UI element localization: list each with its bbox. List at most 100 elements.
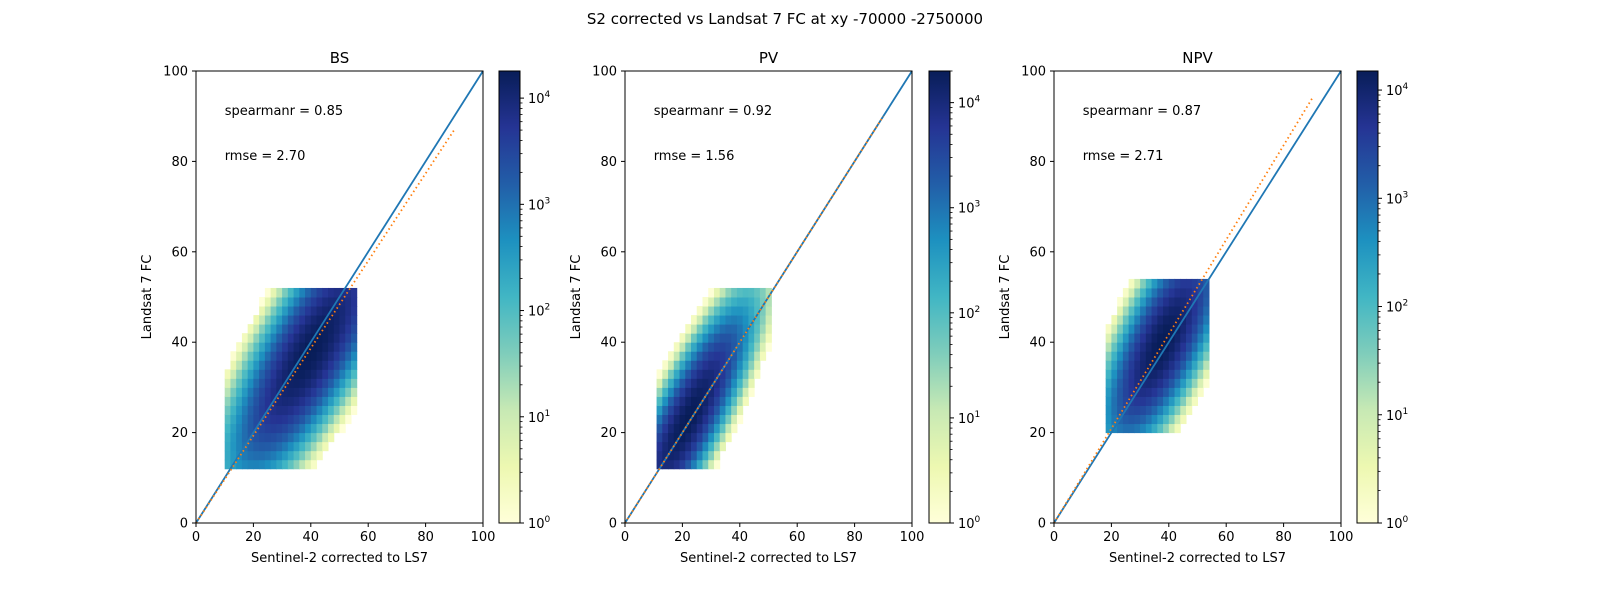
- heatmap-cell: [264, 423, 272, 434]
- heatmap-cell: [1117, 315, 1124, 325]
- heatmap-cell: [350, 342, 358, 352]
- heatmap-cell: [1151, 414, 1158, 425]
- heatmap-cell: [1157, 342, 1164, 352]
- heatmap-cell: [333, 287, 340, 298]
- heatmap-cell: [1157, 405, 1164, 416]
- heatmap-cell: [1180, 405, 1187, 416]
- heatmap-cell: [236, 396, 243, 406]
- heatmap-cell: [316, 405, 323, 416]
- heatmap-cell: [736, 405, 744, 416]
- heatmap-cell: [668, 387, 675, 397]
- heatmap-cell: [1122, 387, 1130, 397]
- heatmap-cell: [1180, 324, 1187, 334]
- heatmap-cell: [270, 315, 277, 325]
- heatmap-cell: [1163, 405, 1170, 416]
- heatmap-cell: [287, 297, 295, 307]
- heatmap-cell: [1151, 423, 1158, 434]
- heatmap-cell: [656, 396, 663, 406]
- heatmap-cell: [270, 378, 277, 388]
- heatmap-cell: [247, 405, 254, 416]
- heatmap-cell: [333, 333, 340, 343]
- heatmap-cell: [656, 387, 663, 397]
- heatmap-cell: [236, 360, 243, 370]
- heatmap-cell: [1186, 278, 1193, 289]
- heatmap-cell: [230, 378, 237, 388]
- x-tick-label: 40: [303, 530, 320, 545]
- x-axis-label: Sentinel-2 corrected to LS7: [680, 551, 857, 566]
- heatmap-cell: [1151, 306, 1158, 316]
- heatmap-cell: [282, 432, 289, 443]
- heatmap-cell: [731, 414, 738, 425]
- heatmap-cell: [1122, 306, 1130, 316]
- heatmap-cell: [276, 405, 283, 416]
- heatmap-cell: [1111, 414, 1118, 425]
- heatmap-cell: [276, 333, 283, 343]
- heatmap-cell: [1105, 360, 1112, 370]
- heatmap-cell: [719, 432, 726, 443]
- heatmap-cell: [293, 414, 300, 425]
- heatmap-cell: [305, 333, 312, 343]
- heatmap-cell: [230, 360, 237, 370]
- heatmap-cell: [1197, 342, 1204, 352]
- heatmap-cell: [662, 441, 669, 452]
- one-to-one-line: [195, 70, 484, 524]
- heatmap-cell: [1174, 306, 1181, 316]
- heatmap-cell: [679, 405, 686, 416]
- heatmap-cells: [1105, 278, 1210, 434]
- heatmap-cell: [1105, 387, 1112, 397]
- heatmap-cell: [673, 450, 681, 461]
- annotation: spearmanr = 0.92: [654, 104, 772, 119]
- heatmap-cell: [316, 441, 323, 452]
- heatmap-cell: [1122, 360, 1130, 370]
- heatmap-cell: [708, 287, 715, 298]
- heatmap-cell: [322, 297, 329, 307]
- heatmap-cell: [1117, 369, 1124, 379]
- heatmap-cell: [719, 441, 726, 452]
- annotation: rmse = 1.56: [654, 149, 735, 164]
- heatmap-cell: [276, 297, 283, 307]
- heatmap-cell: [731, 378, 738, 388]
- heatmap-cell: [1134, 405, 1141, 416]
- heatmap-cell: [1122, 351, 1130, 361]
- heatmap-cell: [1145, 351, 1153, 361]
- heatmap-cell: [276, 450, 283, 461]
- heatmap-cell: [759, 333, 767, 343]
- heatmap-cell: [236, 405, 243, 416]
- heatmap-cell: [259, 360, 266, 370]
- heatmap-cell: [230, 423, 237, 434]
- colorbar-tick-label: 104: [1386, 82, 1409, 99]
- heatmap-cell: [1180, 360, 1187, 370]
- heatmap-cell: [719, 324, 726, 334]
- heatmap-cell: [679, 423, 686, 434]
- heatmap-cell: [287, 306, 295, 316]
- heatmap-cell: [270, 333, 277, 343]
- heatmap-cell: [1122, 342, 1130, 352]
- heatmap-cell: [691, 423, 698, 434]
- heatmap-cell: [1128, 423, 1135, 434]
- heatmap-cell: [293, 441, 300, 452]
- heatmap-cell: [310, 396, 318, 406]
- heatmap-cell: [719, 315, 726, 325]
- heatmap-cell: [230, 387, 237, 397]
- heatmap-cell: [282, 459, 289, 470]
- heatmap-cell: [1140, 324, 1147, 334]
- heatmap-cell: [696, 459, 703, 470]
- heatmap-cell: [270, 450, 277, 461]
- heatmap-cell: [708, 405, 715, 416]
- heatmap-cell: [685, 405, 692, 416]
- heatmap-cell: [345, 287, 352, 298]
- heatmap-cell: [345, 414, 352, 425]
- heatmap-cell: [696, 387, 703, 397]
- heatmap-cell: [662, 369, 669, 379]
- x-tick-label: 40: [732, 530, 749, 545]
- y-tick-label: 100: [1021, 65, 1046, 80]
- heatmap-cell: [339, 405, 346, 416]
- colorbar-tick-label: 103: [528, 196, 550, 213]
- heatmap-cell: [765, 315, 772, 325]
- heatmap-cell: [264, 369, 272, 379]
- y-tick-label: 40: [171, 336, 188, 351]
- heatmap-cell: [287, 360, 295, 370]
- heatmap-cell: [1203, 333, 1210, 343]
- heatmap-cell: [282, 306, 289, 316]
- heatmap-cell: [1157, 423, 1164, 434]
